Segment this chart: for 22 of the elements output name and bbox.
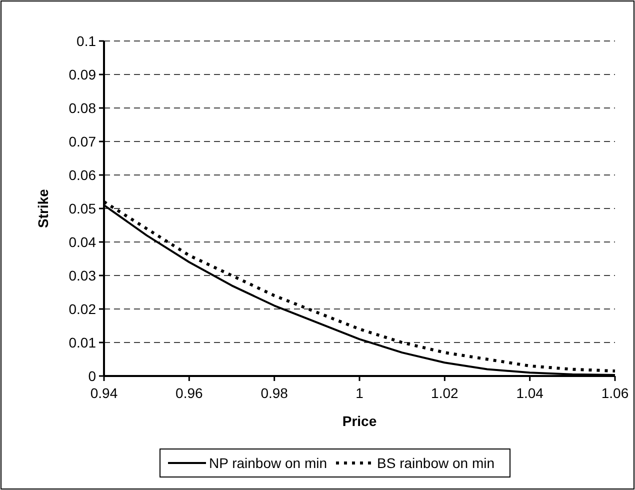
y-tick-label: 0.04 <box>68 234 96 250</box>
y-tick-label: 0.09 <box>68 66 96 82</box>
x-tick-label: 0.98 <box>260 385 288 401</box>
y-tick-label: 0.08 <box>68 100 96 116</box>
y-tick-label: 0.02 <box>68 300 96 317</box>
legend-label: BS rainbow on min <box>377 454 495 471</box>
y-tick-label: 0.03 <box>68 267 96 284</box>
y-tick-label: 0 <box>88 368 96 384</box>
y-tick-label: 0.05 <box>68 200 96 216</box>
x-tick-label: 1.04 <box>516 385 544 401</box>
legend-label: NP rainbow on min <box>209 454 328 471</box>
y-tick-label: 0.06 <box>68 166 96 183</box>
y-tick-label: 0.07 <box>68 133 96 150</box>
x-tick-label: 1 <box>356 385 364 401</box>
x-tick-label: 0.94 <box>90 385 118 401</box>
y-tick-label: 0.1 <box>76 32 96 49</box>
x-tick-label: 1.06 <box>601 385 629 401</box>
y-axis-title: Strike <box>35 188 51 228</box>
x-axis-title: Price <box>342 413 377 429</box>
x-tick-label: 1.02 <box>431 385 459 401</box>
y-tick-label: 0.01 <box>68 334 96 350</box>
x-tick-label: 0.96 <box>176 385 204 401</box>
